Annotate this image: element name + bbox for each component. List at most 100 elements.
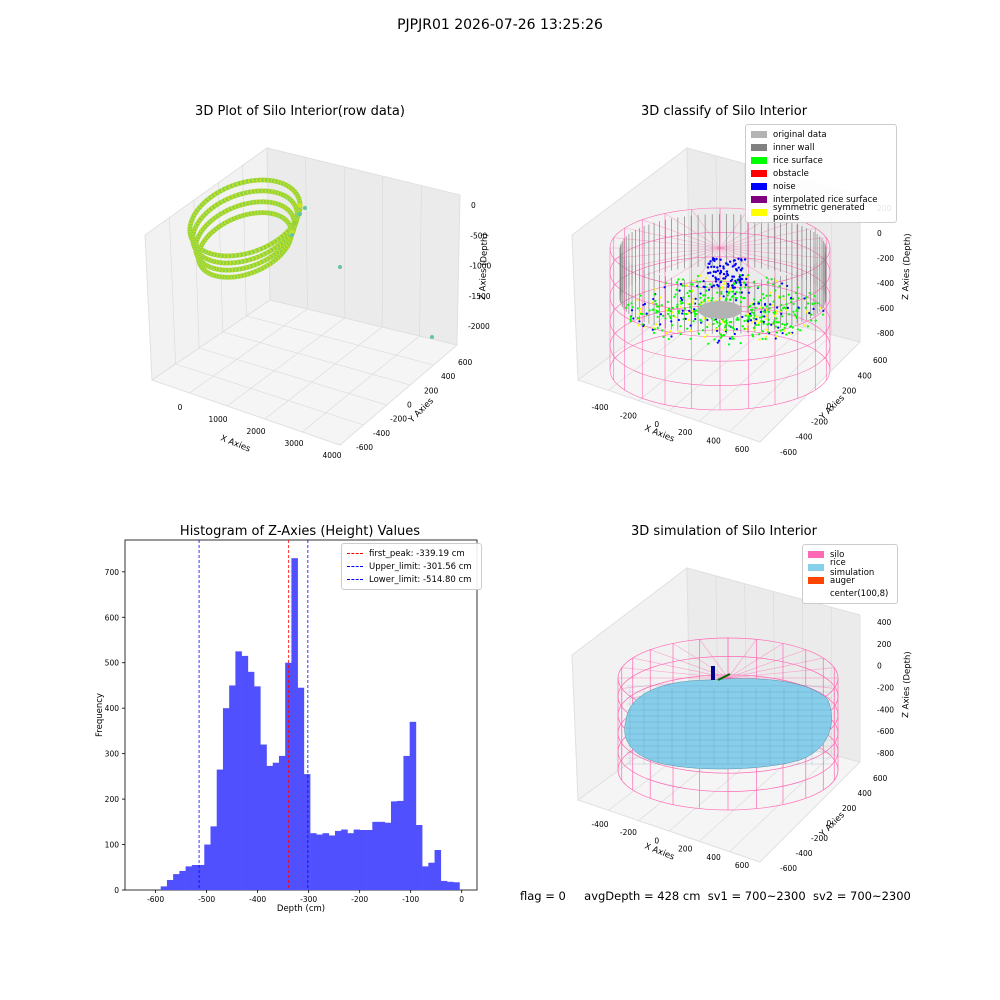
classified-point bbox=[644, 325, 647, 328]
classified-point bbox=[671, 306, 674, 309]
plot4-y-tick-label: -600 bbox=[780, 864, 797, 873]
classified-point bbox=[704, 277, 707, 280]
classified-point bbox=[699, 318, 702, 322]
hist-bar bbox=[428, 862, 435, 890]
classified-point bbox=[683, 312, 686, 315]
plot4-z-tick-label: -600 bbox=[877, 727, 894, 736]
plot4-xlabel: X Axies bbox=[643, 842, 676, 863]
classified-point bbox=[719, 322, 722, 326]
classified-point bbox=[725, 297, 728, 300]
plot4-x-tick-label: -200 bbox=[620, 828, 637, 837]
classified-point bbox=[677, 318, 680, 322]
hist-bar bbox=[403, 755, 410, 890]
classified-point bbox=[762, 320, 766, 323]
classified-point bbox=[629, 315, 632, 318]
classified-point bbox=[731, 326, 734, 329]
classified-point bbox=[674, 316, 677, 319]
classified-point bbox=[808, 312, 811, 315]
classified-point bbox=[692, 320, 695, 323]
noise-point bbox=[725, 272, 729, 276]
plot2-xlabel: X Axies bbox=[643, 424, 676, 445]
classified-point bbox=[761, 337, 764, 340]
plot3-title: Histogram of Z-Axies (Height) Values bbox=[179, 524, 421, 539]
classified-point bbox=[667, 309, 670, 312]
classified-point bbox=[651, 328, 654, 331]
noise-point bbox=[722, 272, 726, 276]
classified-point bbox=[707, 299, 710, 302]
classified-point bbox=[664, 317, 667, 320]
legend-noise: noise bbox=[751, 180, 891, 193]
classified-point bbox=[688, 311, 691, 314]
plot1-y-tick-label: 200 bbox=[424, 386, 439, 395]
classified-point bbox=[786, 306, 789, 309]
noise-point bbox=[706, 266, 710, 269]
classified-point bbox=[710, 299, 713, 302]
classified-point bbox=[681, 278, 685, 281]
noise-point bbox=[726, 263, 730, 266]
hist-bar bbox=[179, 870, 186, 890]
classified-point bbox=[696, 274, 700, 278]
hist-bar bbox=[222, 708, 230, 890]
classified-point bbox=[659, 323, 662, 326]
plot4-x-tick-label: -400 bbox=[591, 820, 608, 829]
plot4-title: 3D simulation of Silo Interior bbox=[631, 524, 817, 539]
noise-point bbox=[740, 277, 744, 281]
silo-spoke bbox=[727, 649, 806, 679]
classified-point bbox=[653, 293, 656, 296]
classified-point bbox=[785, 333, 788, 336]
plot4-y-tick-label: -200 bbox=[811, 834, 828, 843]
noise-point bbox=[718, 272, 722, 275]
classified-point bbox=[716, 341, 719, 344]
silo-spoke bbox=[642, 247, 721, 277]
silo-spoke bbox=[699, 639, 729, 679]
plot1-x-tick-label: 3000 bbox=[284, 439, 303, 448]
plot2-ylabel: Y Axies bbox=[817, 393, 847, 423]
classified-point bbox=[656, 305, 659, 308]
classified-point bbox=[686, 327, 689, 330]
classified-point bbox=[739, 287, 742, 290]
classified-point bbox=[691, 300, 695, 303]
classified-point bbox=[755, 318, 758, 321]
classified-point bbox=[752, 326, 756, 330]
classified-point bbox=[722, 295, 725, 298]
classified-point bbox=[770, 323, 773, 326]
hist-bar bbox=[185, 866, 193, 890]
hist-x-tick-label: -400 bbox=[249, 895, 266, 904]
classified-point bbox=[759, 306, 763, 309]
silo-spoke bbox=[727, 667, 835, 679]
classified-point bbox=[748, 312, 752, 315]
classified-point bbox=[725, 322, 728, 325]
classified-point bbox=[739, 300, 743, 304]
silo-spoke bbox=[691, 209, 721, 249]
classified-point bbox=[805, 296, 808, 299]
classified-point bbox=[810, 313, 813, 316]
classified-point bbox=[699, 292, 702, 295]
classified-point bbox=[768, 310, 771, 313]
hist-x-tick-label: -100 bbox=[402, 895, 419, 904]
hist-x-tick-label: -200 bbox=[351, 895, 368, 904]
classified-point bbox=[713, 338, 716, 341]
classified-point bbox=[707, 296, 710, 299]
classified-point bbox=[788, 313, 791, 316]
plot4-z-tick-label: 200 bbox=[877, 640, 892, 649]
classified-point bbox=[735, 297, 738, 300]
hist-x-tick-label: -300 bbox=[300, 895, 317, 904]
silo-spoke bbox=[613, 237, 721, 249]
classified-point bbox=[721, 320, 724, 323]
plot4-x-tick-label: 0 bbox=[654, 836, 659, 845]
legend-symmetric: symmetric generated points bbox=[751, 203, 891, 223]
classified-point bbox=[764, 335, 767, 338]
classified-point bbox=[790, 332, 793, 335]
hist-bar bbox=[409, 721, 417, 890]
plot1-x-tick-label: 0 bbox=[178, 403, 183, 412]
hist-x-tick-label: 0 bbox=[459, 895, 464, 904]
noise-point bbox=[739, 283, 743, 287]
classified-point bbox=[794, 291, 797, 295]
plot4-y-tick-label: 400 bbox=[858, 789, 873, 798]
classified-point bbox=[738, 291, 741, 294]
classified-point bbox=[682, 296, 685, 299]
silo-spoke bbox=[719, 219, 798, 249]
silo-spoke bbox=[624, 247, 721, 269]
classified-point bbox=[799, 329, 802, 332]
plot1-title: 3D Plot of Silo Interior(row data) bbox=[195, 104, 405, 119]
